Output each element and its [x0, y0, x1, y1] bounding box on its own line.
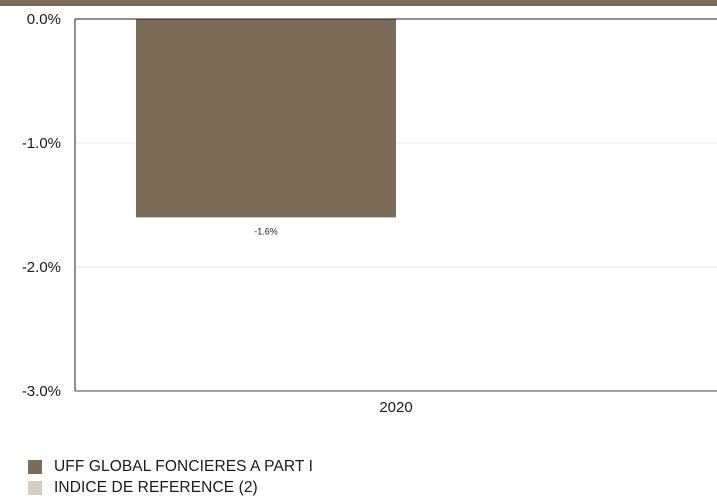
legend-swatch-indice [28, 480, 42, 495]
legend-item-uff: UFF GLOBAL FONCIERES A PART I [28, 456, 313, 477]
legend-label-indice: INDICE DE REFERENCE (2) [54, 478, 258, 496]
y-tick-labels: 0.0% -1.0% -2.0% -3.0% [22, 11, 61, 400]
axes [74, 18, 717, 392]
y-tick-label: -2.0% [22, 259, 61, 276]
y-tick-label: -3.0% [22, 383, 61, 400]
x-tick-label: 2020 [379, 399, 412, 416]
legend-swatch-uff [28, 459, 42, 474]
top-banner [0, 0, 717, 6]
data-labels: -1.6% [254, 226, 278, 236]
y-tick-label: 0.0% [27, 11, 61, 28]
y-tick-label: -1.0% [22, 135, 61, 152]
bar [136, 19, 396, 218]
legend-item-indice: INDICE DE REFERENCE (2) [28, 477, 313, 498]
data-label: -1.6% [254, 226, 278, 236]
legend: UFF GLOBAL FONCIERES A PART I INDICE DE … [28, 456, 313, 498]
bars [136, 19, 396, 218]
legend-label-uff: UFF GLOBAL FONCIERES A PART I [54, 457, 314, 475]
x-tick-labels: 2020 [379, 399, 412, 416]
